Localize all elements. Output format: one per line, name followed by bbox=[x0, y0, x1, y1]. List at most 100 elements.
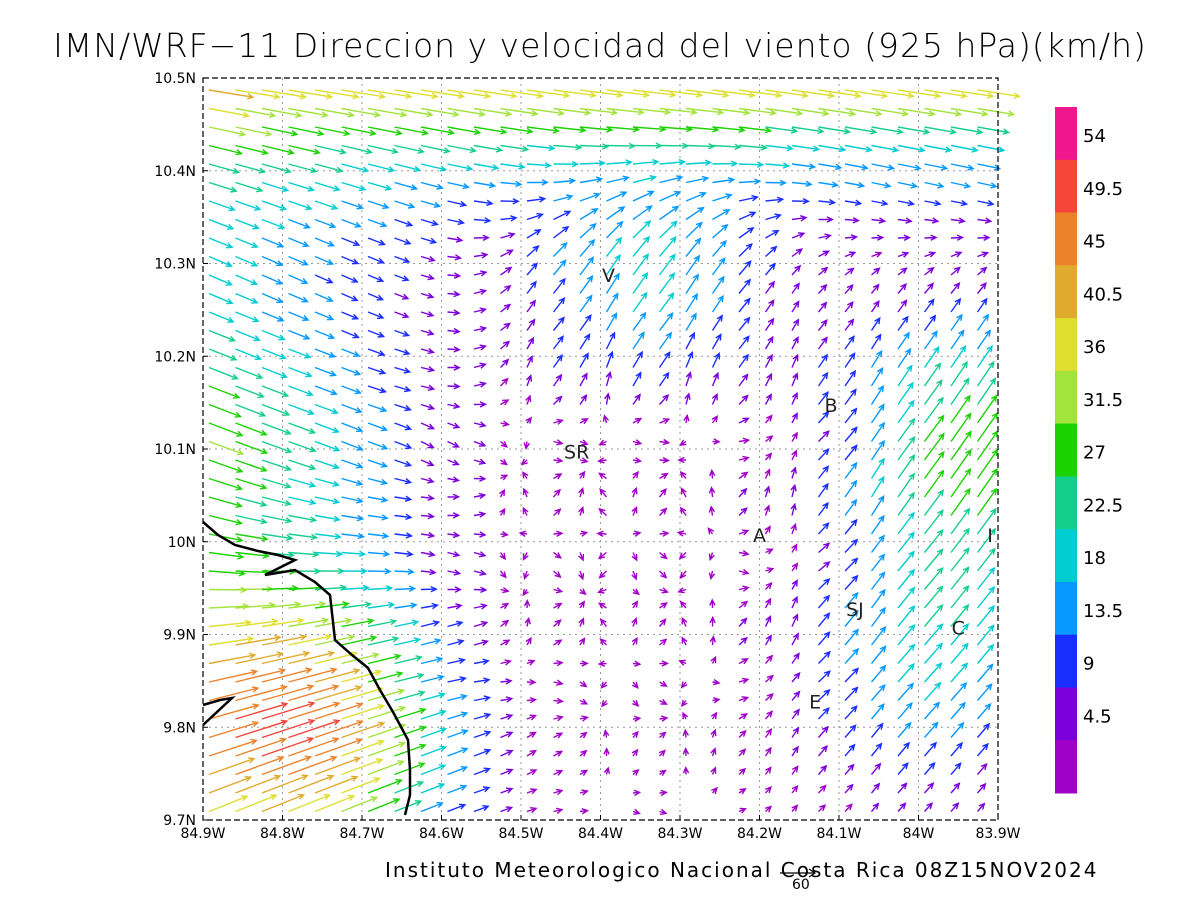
wind-arrow bbox=[288, 181, 316, 192]
wind-arrow bbox=[473, 639, 490, 646]
wind-arrow bbox=[818, 107, 857, 117]
wind-arrow bbox=[923, 701, 941, 720]
wind-arrow bbox=[394, 725, 428, 739]
wind-arrow bbox=[394, 440, 413, 450]
wind-arrow bbox=[208, 107, 251, 119]
wind-arrow bbox=[526, 262, 538, 276]
wind-arrow bbox=[314, 477, 341, 487]
wind-arrow bbox=[553, 679, 564, 686]
wind-arrow bbox=[738, 242, 753, 258]
wind-arrow bbox=[818, 89, 862, 99]
wind-arrow bbox=[420, 550, 436, 558]
wind-arrow bbox=[235, 89, 281, 100]
wind-arrow bbox=[288, 719, 341, 739]
wind-arrow bbox=[950, 802, 960, 812]
wind-arrow bbox=[420, 274, 436, 281]
wind-arrow bbox=[738, 394, 749, 405]
wind-arrow bbox=[685, 107, 725, 116]
wind-arrow bbox=[314, 366, 337, 377]
wind-arrow bbox=[977, 144, 1006, 153]
wind-arrow bbox=[578, 552, 585, 562]
wind-arrow bbox=[791, 543, 798, 553]
wind-arrow bbox=[526, 89, 571, 99]
wind-arrow bbox=[897, 682, 915, 701]
wind-arrow bbox=[924, 181, 945, 189]
wind-arrow bbox=[897, 662, 915, 683]
colorbar-segment bbox=[1055, 529, 1077, 583]
wind-arrow bbox=[710, 711, 718, 720]
wind-arrow bbox=[844, 667, 860, 683]
wind-arrow bbox=[631, 600, 639, 609]
wind-arrow bbox=[447, 254, 463, 261]
wind-arrow bbox=[659, 191, 682, 202]
wind-arrow bbox=[367, 779, 403, 794]
wind-arrow bbox=[712, 679, 721, 686]
wind-arrow bbox=[923, 681, 942, 701]
wind-arrow bbox=[870, 283, 880, 294]
wind-arrow bbox=[950, 507, 971, 535]
wind-arrow bbox=[367, 311, 385, 320]
wind-arrow bbox=[500, 144, 530, 152]
wind-arrow bbox=[500, 89, 545, 99]
wind-arrow bbox=[367, 181, 393, 191]
wind-arrow bbox=[897, 623, 916, 646]
wind-arrow bbox=[552, 259, 567, 276]
wind-arrow bbox=[367, 705, 407, 720]
wind-arrow bbox=[791, 163, 817, 170]
colorbar-label: 36 bbox=[1083, 337, 1106, 358]
wind-arrow bbox=[288, 617, 330, 628]
wind-arrow bbox=[420, 512, 435, 520]
wind-arrow bbox=[314, 89, 360, 100]
wind-arrow bbox=[976, 487, 998, 516]
wind-arrow bbox=[764, 786, 773, 794]
wind-arrow bbox=[710, 655, 717, 664]
wind-arrow bbox=[500, 749, 514, 757]
wind-arrow bbox=[367, 163, 396, 173]
wind-arrow bbox=[500, 678, 513, 685]
wind-arrow bbox=[764, 335, 774, 350]
wind-arrow bbox=[523, 441, 530, 450]
wind-arrow bbox=[473, 381, 487, 388]
wind-arrow bbox=[447, 569, 462, 576]
wind-arrow bbox=[235, 477, 268, 490]
wind-arrow bbox=[738, 658, 749, 665]
place-label-e: E bbox=[809, 692, 821, 714]
wind-arrow bbox=[659, 418, 671, 425]
wind-arrow bbox=[500, 126, 534, 135]
wind-arrow bbox=[473, 695, 492, 702]
wind-arrow bbox=[791, 126, 825, 135]
wind-arrow bbox=[579, 333, 591, 350]
wind-arrow bbox=[924, 217, 940, 224]
coastline-inlet bbox=[202, 696, 236, 726]
wind-arrow bbox=[596, 587, 607, 594]
wind-arrow bbox=[976, 643, 995, 664]
wind-arrow bbox=[897, 568, 916, 590]
wind-arrow bbox=[976, 663, 994, 683]
wind-arrow bbox=[288, 403, 315, 416]
wind-arrow bbox=[208, 311, 235, 323]
wind-arrow bbox=[579, 715, 589, 722]
wind-arrow bbox=[314, 720, 364, 739]
wind-arrow bbox=[711, 392, 718, 405]
wind-arrow bbox=[685, 331, 696, 350]
wind-arrow bbox=[552, 296, 566, 313]
wind-arrow bbox=[790, 502, 797, 516]
wind-arrow bbox=[679, 439, 687, 446]
wind-arrow bbox=[601, 700, 608, 708]
wind-arrow bbox=[685, 159, 713, 167]
wind-arrow bbox=[679, 600, 687, 609]
wind-arrow bbox=[235, 794, 278, 813]
wind-arrow bbox=[659, 680, 668, 687]
wind-arrow bbox=[420, 459, 435, 467]
wind-arrow bbox=[235, 533, 269, 542]
colorbar-segment bbox=[1055, 634, 1077, 688]
wind-arrow bbox=[923, 603, 944, 627]
wind-arrow bbox=[764, 525, 771, 535]
wind-arrow bbox=[235, 200, 262, 211]
wind-arrow bbox=[288, 774, 335, 794]
wind-arrow bbox=[897, 199, 916, 207]
wind-arrow bbox=[659, 638, 668, 646]
wind-arrow bbox=[817, 336, 828, 350]
wind-arrow bbox=[288, 794, 332, 813]
wind-arrow bbox=[473, 144, 504, 153]
